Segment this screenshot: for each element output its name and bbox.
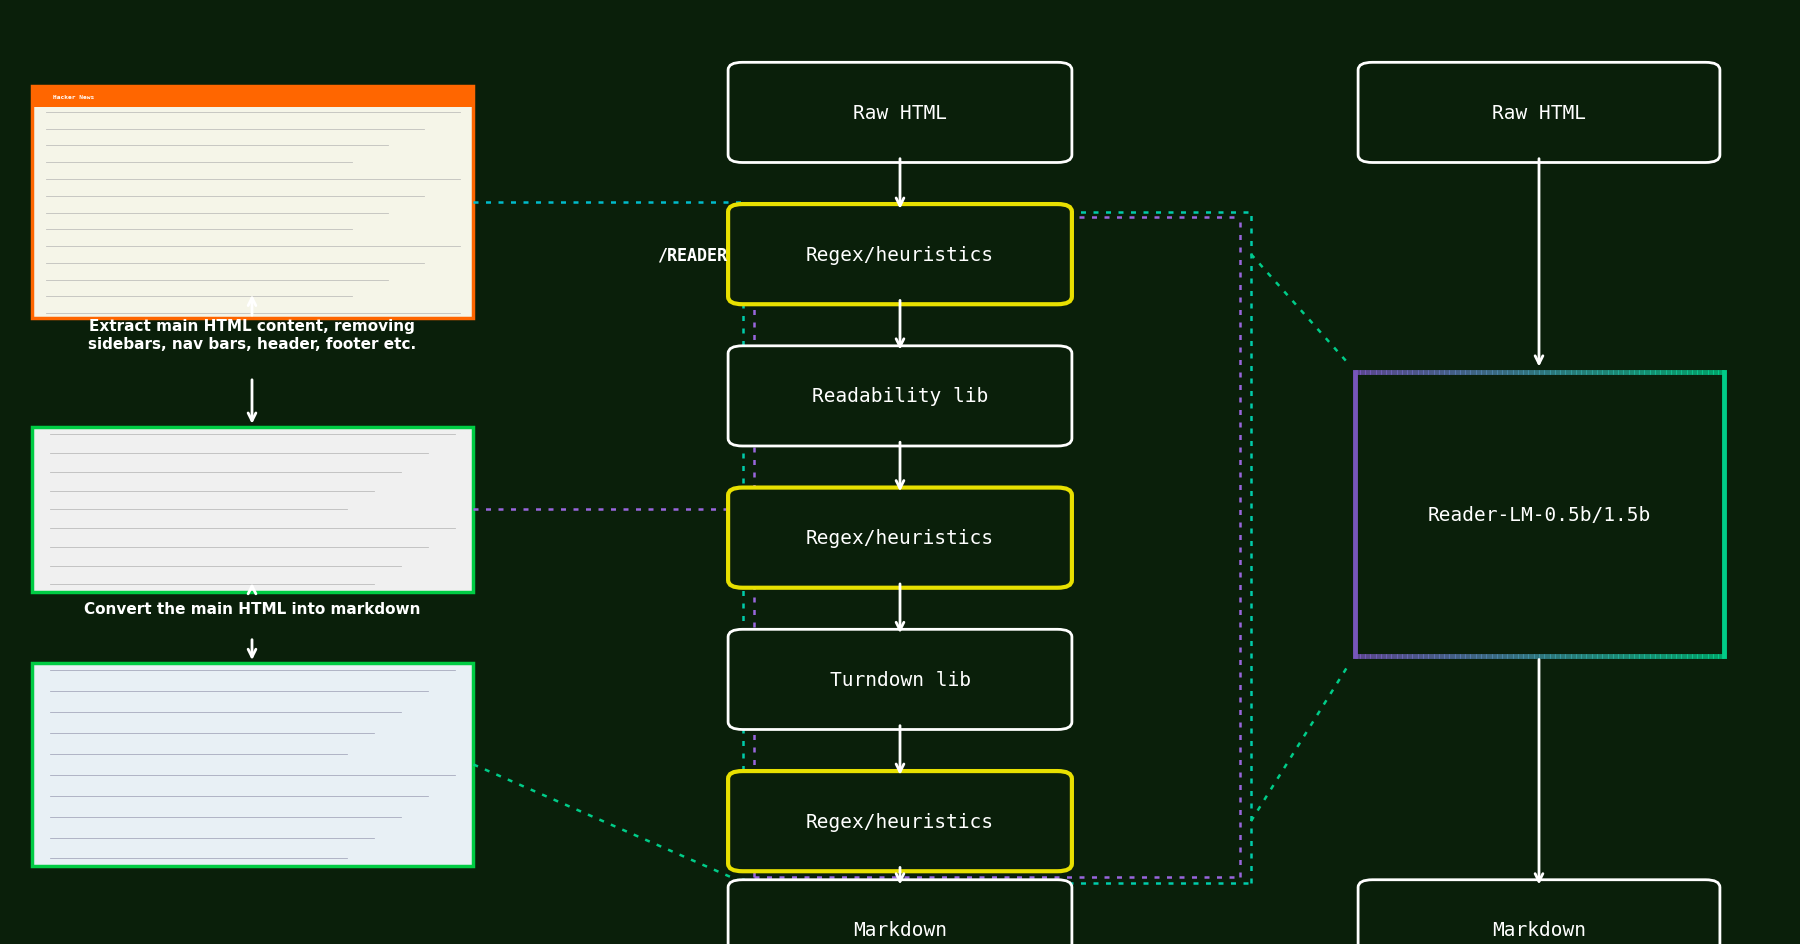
FancyBboxPatch shape (1339, 365, 1737, 664)
Text: Markdown: Markdown (1492, 920, 1586, 939)
Text: Raw HTML: Raw HTML (853, 104, 947, 123)
FancyBboxPatch shape (32, 427, 472, 593)
FancyBboxPatch shape (1357, 880, 1721, 944)
Text: Readability lib: Readability lib (812, 387, 988, 406)
Text: Convert the main HTML into markdown: Convert the main HTML into markdown (85, 601, 419, 616)
FancyBboxPatch shape (727, 880, 1071, 944)
FancyBboxPatch shape (32, 664, 472, 867)
Text: Regex/heuristics: Regex/heuristics (806, 245, 994, 264)
Text: Reader-LM-0.5b/1.5b: Reader-LM-0.5b/1.5b (1427, 505, 1651, 524)
Text: Raw HTML: Raw HTML (1492, 104, 1586, 123)
FancyBboxPatch shape (727, 771, 1071, 871)
Text: Regex/heuristics: Regex/heuristics (806, 812, 994, 831)
FancyBboxPatch shape (32, 87, 472, 318)
FancyBboxPatch shape (1357, 63, 1721, 163)
Text: Hacker News: Hacker News (54, 95, 94, 100)
FancyBboxPatch shape (727, 488, 1071, 588)
Text: Turndown lib: Turndown lib (830, 670, 970, 689)
FancyBboxPatch shape (727, 205, 1071, 305)
Text: Regex/heuristics: Regex/heuristics (806, 529, 994, 548)
Text: /READER: /READER (657, 245, 727, 264)
Text: Extract main HTML content, removing
sidebars, nav bars, header, footer etc.: Extract main HTML content, removing side… (88, 319, 416, 351)
Text: Markdown: Markdown (853, 920, 947, 939)
FancyBboxPatch shape (727, 63, 1071, 163)
FancyBboxPatch shape (727, 630, 1071, 730)
FancyBboxPatch shape (727, 346, 1071, 447)
FancyBboxPatch shape (32, 88, 472, 109)
